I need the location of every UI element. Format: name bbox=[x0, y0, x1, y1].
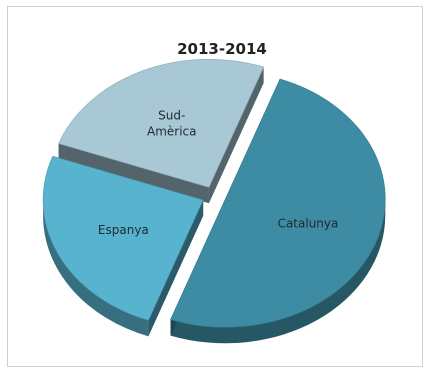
slice-label: Catalunya bbox=[278, 216, 339, 230]
pie-slice-side bbox=[43, 200, 149, 337]
pie-slice-cut bbox=[148, 200, 204, 337]
pie-slice-top bbox=[42, 155, 204, 321]
slice-label: Espanya bbox=[98, 223, 149, 237]
pie-slice-top bbox=[58, 59, 265, 188]
pie-slice-cut bbox=[208, 67, 264, 204]
pie-slice-sud-am-rica bbox=[58, 59, 265, 204]
pie-slice-cut bbox=[58, 143, 209, 204]
chart-title: 2013-2014 bbox=[177, 40, 267, 58]
pie-slice-top bbox=[170, 78, 386, 328]
pie-slice-catalunya bbox=[170, 78, 386, 344]
slice-label: Sud-Amèrica bbox=[147, 108, 197, 138]
pie-slice-side bbox=[170, 199, 386, 344]
pie-slice-espanya bbox=[42, 155, 204, 337]
